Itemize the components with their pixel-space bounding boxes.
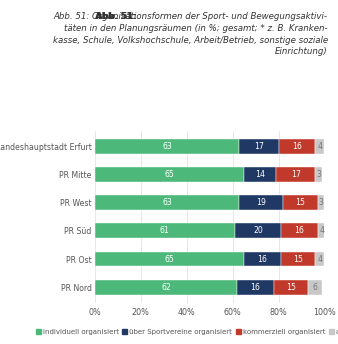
Bar — [239, 139, 279, 153]
Bar — [315, 139, 324, 153]
Bar — [276, 167, 315, 182]
Text: 16: 16 — [258, 255, 267, 264]
Bar — [244, 167, 276, 182]
Text: 6: 6 — [313, 283, 318, 292]
Text: Abb. 51: Organisationsformen der Sport- und Bewegungsaktivi-
täten in den Planun: Abb. 51: Organisationsformen der Sport- … — [53, 12, 328, 56]
Text: 4: 4 — [317, 255, 322, 264]
Bar — [281, 224, 318, 238]
Bar — [315, 252, 324, 266]
Text: 15: 15 — [293, 255, 303, 264]
Text: 16: 16 — [250, 283, 261, 292]
Text: 4: 4 — [320, 226, 325, 235]
Bar — [318, 224, 327, 238]
Bar — [95, 167, 244, 182]
Text: 63: 63 — [162, 142, 172, 151]
Bar — [95, 195, 239, 210]
Bar — [318, 195, 324, 210]
Text: 19: 19 — [256, 198, 266, 207]
Text: 16: 16 — [294, 226, 304, 235]
Legend: individuell organisiert, über Sportvereine organisiert, kommerziell organisiert,: individuell organisiert, über Sportverei… — [36, 329, 338, 335]
Bar — [237, 280, 274, 294]
Text: 4: 4 — [317, 142, 322, 151]
Text: 15: 15 — [286, 283, 296, 292]
Bar — [274, 280, 308, 294]
Bar — [235, 224, 281, 238]
Bar — [279, 139, 315, 153]
Bar — [315, 167, 322, 182]
Bar — [95, 252, 244, 266]
Bar — [283, 195, 318, 210]
Text: 63: 63 — [162, 198, 172, 207]
Text: 14: 14 — [255, 170, 265, 179]
Text: 15: 15 — [295, 198, 305, 207]
Bar — [95, 139, 239, 153]
Text: 3: 3 — [316, 170, 321, 179]
Text: 65: 65 — [165, 170, 174, 179]
Bar — [239, 195, 283, 210]
Bar — [95, 280, 237, 294]
Text: 17: 17 — [254, 142, 264, 151]
Text: 65: 65 — [165, 255, 174, 264]
Bar — [281, 252, 315, 266]
Text: 20: 20 — [253, 226, 263, 235]
Text: Abb. 51:: Abb. 51: — [96, 12, 137, 21]
Bar — [95, 224, 235, 238]
Text: 16: 16 — [292, 142, 302, 151]
Text: 3: 3 — [319, 198, 323, 207]
Text: Abb. 51:: Abb. 51: — [95, 12, 136, 21]
Text: 17: 17 — [291, 170, 301, 179]
Bar — [244, 252, 281, 266]
Text: 61: 61 — [160, 226, 170, 235]
Bar — [308, 280, 322, 294]
Text: 62: 62 — [161, 283, 171, 292]
